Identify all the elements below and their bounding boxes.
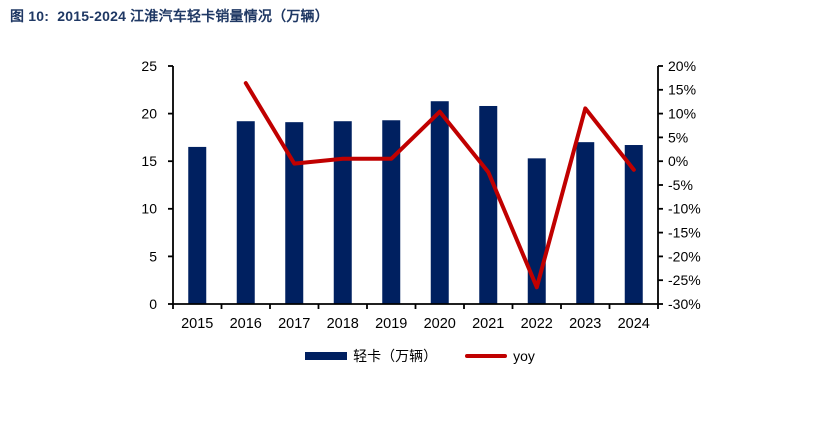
bar-2019 [382,120,401,304]
y-axis-right-label: 10% [668,106,696,122]
y-axis-left-label: 10 [141,201,157,217]
y-axis-left-label: 15 [141,153,157,169]
x-axis-label-2020: 2020 [424,316,456,332]
line-series-swatch [465,354,508,358]
x-axis-label-2023: 2023 [569,316,601,332]
x-axis-label-2016: 2016 [230,316,262,332]
bar-2017 [285,122,304,304]
legend-label-bars: 轻卡（万辆） [353,348,438,364]
bar-2024 [624,145,643,304]
x-axis-label-2015: 2015 [181,316,213,332]
chart-legend: 轻卡（万辆） yoy [0,346,840,366]
y-axis-left: 0 5 10 15 20 25 [141,58,174,312]
y-axis-right-label: 5% [668,129,688,145]
y-axis-left-label: 0 [149,296,157,312]
y-axis-right-label: -20% [668,248,701,264]
legend-item-line: yoy [465,348,535,364]
y-axis-right-label: -30% [668,296,701,312]
y-axis-right-label: 0% [668,153,688,169]
y-axis-right-label: -10% [668,201,701,217]
y-axis-left-label: 5 [149,248,157,264]
y-axis-right-label: -5% [668,177,693,193]
legend-label-line: yoy [513,348,535,364]
x-axis-label-2021: 2021 [472,316,504,332]
bar-2018 [333,121,352,304]
x-axis-label-2022: 2022 [521,316,553,332]
bar-series-group [188,101,643,304]
bar-series-swatch [305,352,348,360]
x-axis-label-2017: 2017 [278,316,310,332]
yoy-line [243,81,636,290]
y-axis-right-label: -25% [668,272,701,288]
bar-2023 [576,142,595,304]
bar-2016 [236,121,255,304]
bar-2015 [188,146,207,304]
y-axis-right: 20% 15% 10% 5% 0% -5% -10% -15% -20% -25% -30% [657,58,701,312]
yoy-line-group [243,81,636,290]
legend-item-bars: 轻卡（万辆） [305,346,437,366]
x-axis-label-2024: 2024 [618,316,650,332]
y-axis-left-label: 25 [141,58,157,74]
bar-2020 [430,101,449,304]
bar-2021 [479,105,498,304]
y-axis-left-label: 20 [141,106,157,122]
x-axis-label-2018: 2018 [327,316,359,332]
y-axis-right-label: 20% [668,58,696,74]
figure-title: 图 10: 2015-2024 江淮汽车轻卡销量情况（万辆） [10,8,329,24]
x-axis-label-2019: 2019 [375,316,407,332]
x-axis: 2015 2016 2017 2018 2019 2020 2021 2022 2023 2024 [172,303,659,332]
y-axis-right-label: 15% [668,82,696,98]
y-axis-right-label: -15% [668,225,701,241]
